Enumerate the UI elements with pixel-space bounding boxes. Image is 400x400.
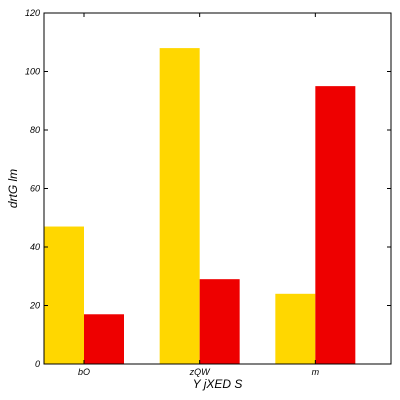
x-axis-ticks: bO zQW m (78, 13, 320, 377)
x-tick-label: bO (78, 367, 90, 377)
x-tick-label: zQW (189, 367, 212, 377)
y-tick-label: 40 (30, 242, 40, 252)
y-axis-label: drtG lm (6, 169, 20, 208)
x-axis-label: Y jXED S (193, 377, 243, 391)
bars-group (44, 48, 356, 364)
y-tick-label: 0 (35, 359, 40, 369)
x-tick-label: m (312, 367, 320, 377)
y-axis-ticks: 0 20 40 60 80 100 120 (25, 8, 391, 369)
y-tick-label: 60 (30, 184, 40, 194)
bar-series2-zQW (199, 279, 240, 364)
y-tick-label: 120 (25, 8, 40, 18)
y-tick-label: 100 (25, 67, 40, 77)
y-tick-label: 20 (29, 301, 40, 311)
bar-series1-bO (44, 226, 84, 364)
bar-series2-bO (84, 314, 124, 364)
bar-series2-m (315, 86, 356, 364)
y-tick-label: 80 (30, 125, 40, 135)
bar-series1-zQW (159, 48, 200, 364)
bar-series1-m (275, 293, 316, 364)
